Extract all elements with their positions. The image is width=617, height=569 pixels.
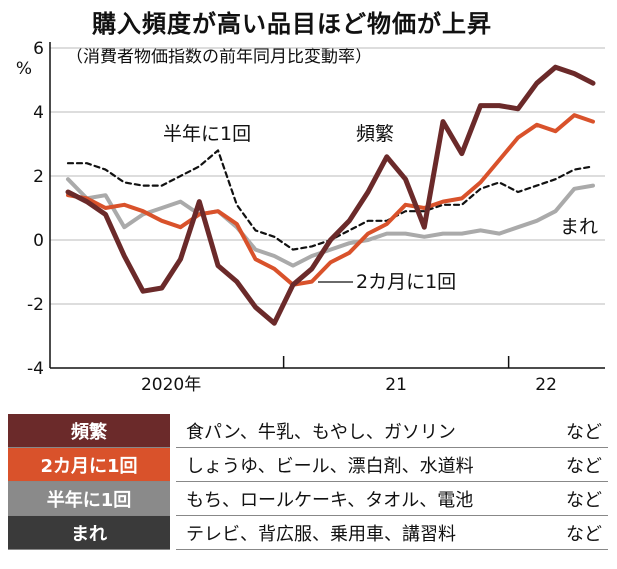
chart-title: 購入頻度が高い品目ほど物価が上昇 <box>92 10 492 38</box>
annotation-bimonthly: 2カ月に1回 <box>356 271 456 293</box>
y-tick-label: 4 <box>33 103 44 123</box>
legend-row-rare: まれ テレビ、背広服、乗用車、講習料 など <box>8 515 608 550</box>
legend-table: 頻繁 食パン、牛乳、もやし、ガソリン など 2カ月に1回 しょうゆ、ビール、漂白剤… <box>8 414 608 550</box>
legend-items-rare: テレビ、背広服、乗用車、講習料 など <box>173 515 608 550</box>
series-line-frequent <box>65 64 596 326</box>
legend-suffix: など <box>566 421 602 443</box>
legend-suffix: など <box>566 523 602 545</box>
legend-items-text: 食パン、牛乳、もやし、ガソリン <box>186 421 456 443</box>
legend-items-text: テレビ、背広服、乗用車、講習料 <box>186 523 456 545</box>
legend-label-semiannual: 半年に1回 <box>8 481 176 516</box>
legend-suffix: など <box>566 455 602 477</box>
x-tick-label: 2020年 <box>141 375 201 395</box>
x-tick-label: 22 <box>535 375 557 395</box>
x-tick-label: 21 <box>385 375 407 395</box>
legend-items-bimonthly: しょうゆ、ビール、漂白剤、水道料 など <box>173 447 608 482</box>
legend-items-text: しょうゆ、ビール、漂白剤、水道料 <box>186 455 474 477</box>
series-line-bimonthly <box>66 113 595 287</box>
legend-items-frequent: 食パン、牛乳、もやし、ガソリン など <box>173 414 608 448</box>
y-unit-label: % <box>16 59 32 79</box>
y-tick-label: 2 <box>33 167 44 187</box>
legend-row-bimonthly: 2カ月に1回 しょうゆ、ビール、漂白剤、水道料 など <box>8 447 608 482</box>
annotation-frequent: 頻繁 <box>356 123 394 145</box>
y-tick-label: 6 <box>33 39 44 59</box>
chart-series <box>65 64 596 326</box>
series-line-semiannual <box>66 149 595 251</box>
y-tick-label: -4 <box>27 359 44 379</box>
legend-label-bimonthly: 2カ月に1回 <box>8 447 176 482</box>
y-tick-label: -2 <box>27 295 44 315</box>
y-tick-label: 0 <box>33 231 44 251</box>
legend-label-rare: まれ <box>8 515 176 550</box>
legend-label-frequent: 頻繁 <box>8 414 176 448</box>
series-line-rare <box>66 177 595 268</box>
legend-row-semiannual: 半年に1回 もち、ロールケーキ、タオル、電池 など <box>8 481 608 516</box>
legend-items-text: もち、ロールケーキ、タオル、電池 <box>186 489 474 511</box>
annotation-semiannual: 半年に1回 <box>163 123 251 145</box>
chart-subtitle: （消費者物価指数の前年同月比変動率） <box>66 47 372 67</box>
chart-axes: 6 4 2 0 -2 -4% 2020年 21 22 <box>16 39 605 395</box>
annotation-rare: まれ <box>560 216 598 238</box>
legend-row-frequent: 頻繁 食パン、牛乳、もやし、ガソリン など <box>8 414 608 448</box>
legend-items-semiannual: もち、ロールケーキ、タオル、電池 など <box>173 481 608 516</box>
legend-suffix: など <box>566 489 602 511</box>
